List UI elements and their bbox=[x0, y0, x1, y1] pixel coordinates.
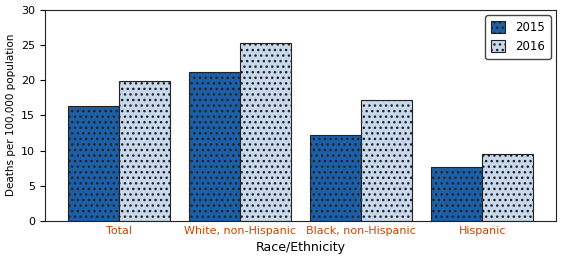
Bar bbox=[189, 72, 240, 221]
Bar bbox=[432, 167, 482, 221]
Bar bbox=[310, 135, 361, 221]
Bar bbox=[240, 43, 291, 221]
X-axis label: Race/Ethnicity: Race/Ethnicity bbox=[256, 242, 346, 255]
Bar bbox=[482, 154, 533, 221]
Y-axis label: Deaths per 100,000 population: Deaths per 100,000 population bbox=[6, 34, 16, 197]
Bar bbox=[119, 81, 170, 221]
Bar bbox=[361, 100, 412, 221]
Bar bbox=[68, 106, 119, 221]
Legend: 2015, 2016: 2015, 2016 bbox=[485, 15, 551, 59]
